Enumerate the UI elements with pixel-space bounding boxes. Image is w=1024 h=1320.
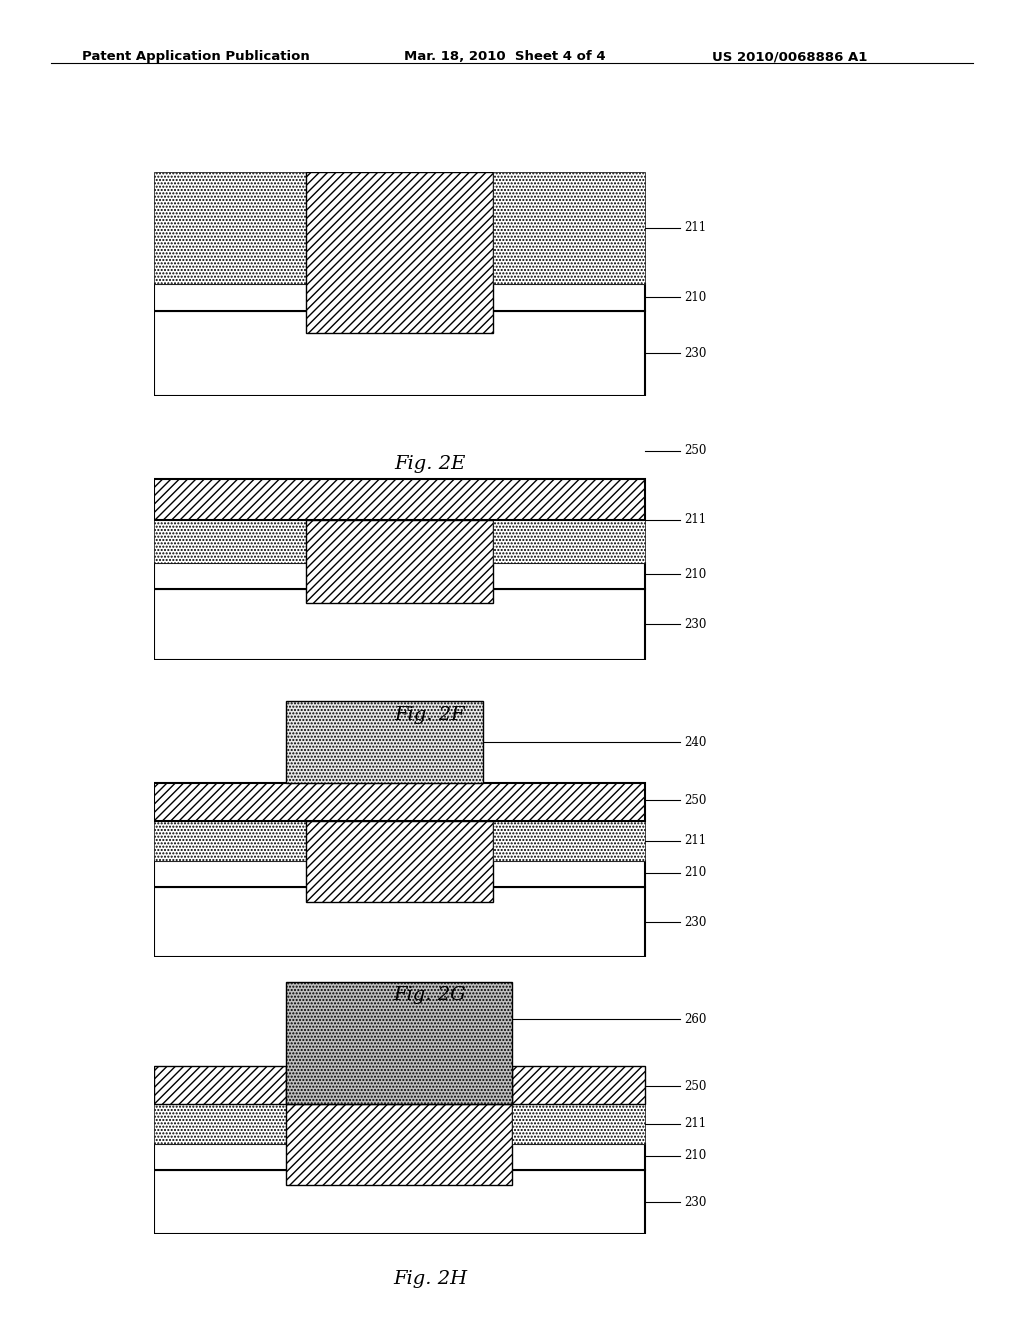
Text: Patent Application Publication: Patent Application Publication (82, 50, 309, 63)
Bar (154, 284, 645, 310)
Bar (154, 310, 645, 396)
Text: Fig. 2E: Fig. 2E (394, 455, 466, 474)
Text: 260: 260 (684, 1012, 707, 1026)
Text: 210: 210 (684, 1150, 707, 1163)
Text: 210: 210 (684, 290, 707, 304)
Bar (306, 821, 493, 902)
Text: Fig. 2G: Fig. 2G (393, 986, 467, 1005)
Bar (154, 821, 306, 861)
Text: 240: 240 (684, 735, 707, 748)
Bar (306, 520, 493, 603)
Text: 250: 250 (684, 445, 707, 458)
Bar (154, 861, 645, 887)
Bar (287, 1104, 512, 1185)
Bar (154, 589, 645, 660)
Text: US 2010/0068886 A1: US 2010/0068886 A1 (712, 50, 867, 63)
Bar (154, 1065, 287, 1104)
Bar (493, 520, 645, 562)
Text: Fig. 2F: Fig. 2F (395, 706, 465, 725)
Text: 230: 230 (684, 347, 707, 360)
Text: Mar. 18, 2010  Sheet 4 of 4: Mar. 18, 2010 Sheet 4 of 4 (404, 50, 606, 63)
Bar (493, 172, 645, 284)
Bar (154, 783, 645, 821)
Bar (154, 1144, 645, 1171)
Bar (287, 982, 512, 1104)
Text: 210: 210 (684, 568, 707, 581)
Bar (154, 1104, 287, 1144)
Bar (154, 1171, 645, 1234)
Text: 211: 211 (684, 222, 707, 234)
Bar (493, 821, 645, 861)
Bar (512, 1065, 645, 1104)
Text: Fig. 2H: Fig. 2H (393, 1270, 467, 1288)
Text: 230: 230 (684, 618, 707, 631)
Text: 230: 230 (684, 916, 707, 929)
Bar (154, 887, 645, 957)
Bar (154, 562, 645, 589)
Bar (512, 1104, 645, 1144)
Bar (154, 172, 306, 284)
Text: 250: 250 (684, 1080, 707, 1093)
Text: 250: 250 (684, 793, 707, 807)
Text: 211: 211 (684, 834, 707, 847)
Text: 230: 230 (684, 1196, 707, 1209)
Bar (287, 701, 483, 783)
Text: 211: 211 (684, 1117, 707, 1130)
Bar (154, 479, 645, 520)
Text: 210: 210 (684, 866, 707, 879)
Text: 211: 211 (684, 513, 707, 527)
Bar (306, 172, 493, 333)
Bar (154, 520, 306, 562)
